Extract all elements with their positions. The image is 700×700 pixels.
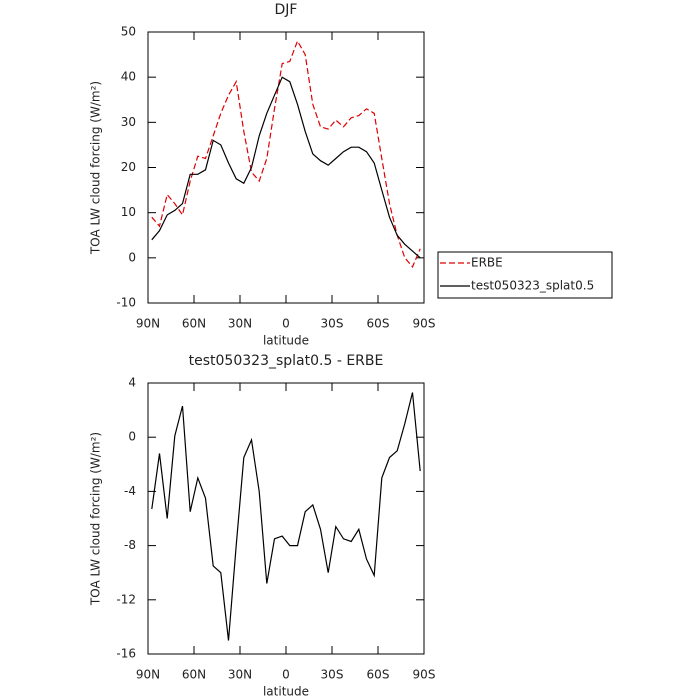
legend-box — [437, 251, 613, 299]
plot-frame — [147, 382, 425, 655]
x-axis-label: latitude — [263, 685, 309, 699]
y-axis-label: TOA LW cloud forcing (W/m²) — [89, 81, 103, 255]
y-axis-label: TOA LW cloud forcing (W/m²) — [89, 432, 103, 606]
x-tick-label: 30S — [321, 317, 344, 331]
x-tick-label: 60N — [182, 668, 206, 682]
x-tick-label: 30N — [228, 668, 252, 682]
x-tick-label: 30N — [228, 317, 252, 331]
x-tick-label: 60S — [367, 317, 390, 331]
chart-title: DJF — [275, 2, 298, 18]
y-tick-label: 50 — [121, 25, 136, 39]
x-tick-label: 90S — [413, 668, 436, 682]
y-tick-label: 20 — [121, 160, 136, 174]
x-tick-label: 0 — [282, 317, 290, 331]
legend-label: test050323_splat0.5 — [471, 279, 594, 293]
x-tick-label: 60N — [182, 317, 206, 331]
y-tick-label: -8 — [124, 538, 136, 552]
y-tick-label: -16 — [116, 647, 136, 661]
y-tick-label: -4 — [124, 484, 136, 498]
x-tick-label: 90N — [136, 317, 160, 331]
x-tick-label: 30S — [321, 668, 344, 682]
y-tick-label: 0 — [128, 430, 136, 444]
data-line — [151, 76, 421, 259]
y-tick-label: 4 — [128, 376, 136, 390]
legend-label: ERBE — [471, 256, 503, 270]
y-tick-label: -12 — [116, 592, 136, 606]
x-axis-label: latitude — [263, 334, 309, 348]
y-tick-label: 10 — [121, 205, 136, 219]
y-tick-label: 0 — [128, 250, 136, 264]
x-tick-label: 90N — [136, 668, 160, 682]
plot-frame — [147, 31, 425, 304]
data-line — [151, 39, 421, 269]
data-line — [151, 392, 421, 641]
x-tick-label: 90S — [413, 317, 436, 331]
y-tick-label: 40 — [121, 70, 136, 84]
chart-title: test050323_splat0.5 - ERBE — [189, 353, 384, 369]
y-tick-label: -10 — [116, 296, 136, 310]
x-tick-label: 0 — [282, 668, 290, 682]
x-tick-label: 60S — [367, 668, 390, 682]
y-tick-label: 30 — [121, 115, 136, 129]
